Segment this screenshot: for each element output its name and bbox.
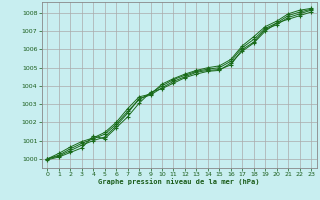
X-axis label: Graphe pression niveau de la mer (hPa): Graphe pression niveau de la mer (hPa) — [99, 179, 260, 185]
